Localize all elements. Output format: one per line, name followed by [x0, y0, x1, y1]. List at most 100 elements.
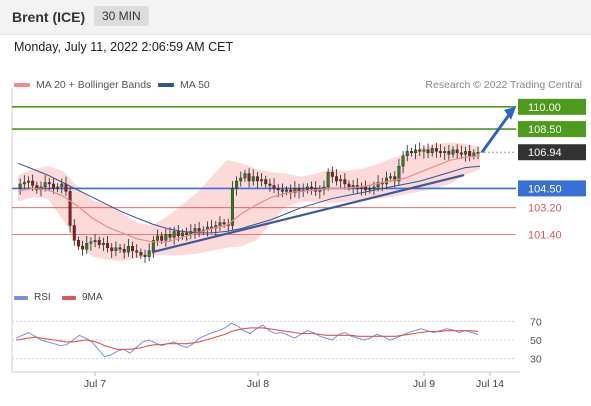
candle-body	[464, 151, 467, 155]
candle-body	[72, 225, 76, 241]
candle-body	[401, 155, 405, 167]
ma50-line	[17, 162, 481, 234]
candle-body	[251, 176, 255, 182]
candle-body	[268, 183, 272, 186]
rsi-tick-30: 30	[530, 354, 542, 366]
candle-body	[89, 241, 93, 244]
candle-body	[151, 240, 155, 251]
candle-body	[235, 180, 239, 189]
candle-body	[106, 243, 110, 248]
candle-body	[459, 152, 463, 155]
candle-body	[476, 152, 480, 154]
level-labels: 110.00 108.50 106.94 104.50 103.20 101.40	[518, 98, 586, 241]
level-label-108-50: 108.50	[528, 124, 562, 136]
trend-overlays	[151, 106, 516, 254]
candle-body	[451, 149, 455, 155]
level-label-101-40: 101.40	[528, 229, 562, 241]
candle-body	[222, 222, 226, 225]
candle-body	[139, 251, 143, 256]
candle-body	[422, 149, 426, 152]
level-label-106-94-bg	[518, 144, 586, 161]
bollinger-bands	[18, 142, 480, 262]
candle-body	[330, 171, 334, 177]
candle-body	[81, 246, 85, 250]
candle-body	[434, 148, 438, 152]
rsi-swatch	[14, 295, 28, 300]
rsi-tick-70: 70	[530, 316, 542, 328]
instrument-title: Brent (ICE)	[12, 9, 86, 25]
candle-body	[409, 151, 413, 154]
x-label-jul-14: Jul 14	[476, 378, 504, 390]
candle-body	[351, 185, 355, 188]
research-credit: Research © 2022 Trading Central	[425, 79, 582, 91]
level-label-104-50: 104.50	[528, 183, 562, 195]
candle-body	[185, 232, 189, 235]
candle-body	[439, 151, 443, 154]
x-axis: Jul 7 Jul 8 Jul 9 Jul 14	[84, 372, 504, 390]
candle-body	[397, 165, 401, 182]
ma9-swatch	[62, 295, 76, 300]
legend-ma9: 9MA	[62, 292, 103, 303]
candle-body	[218, 222, 222, 226]
candle-body	[51, 183, 55, 189]
ma50-swatch	[158, 83, 174, 87]
candle-body	[285, 189, 289, 192]
rsi-panel: 70 50 30	[12, 316, 542, 366]
candle-body	[193, 228, 197, 232]
candle-body	[426, 149, 430, 154]
candle-body	[305, 186, 309, 191]
forecast-arrow-head	[504, 106, 516, 120]
candle-body	[172, 231, 176, 238]
candle-body	[414, 149, 418, 154]
candle-body	[335, 176, 338, 182]
candle-body	[343, 179, 347, 185]
level-label-103-20: 103.20	[528, 203, 562, 215]
candle-body	[56, 186, 60, 189]
x-label-jul-7: Jul 7	[84, 378, 106, 390]
candle-body	[260, 179, 264, 182]
level-label-110-00: 110.00	[528, 102, 561, 114]
candle-body	[276, 188, 280, 191]
price-levels	[11, 88, 520, 373]
candle-body	[405, 151, 409, 156]
candle-body	[197, 228, 201, 232]
candle-body	[85, 243, 89, 250]
candle-body	[264, 179, 268, 185]
candle-body	[255, 176, 259, 182]
candle-body	[280, 189, 284, 192]
candle-body	[310, 186, 313, 189]
candle-body	[447, 151, 451, 155]
candle-body	[47, 182, 51, 185]
candle-body	[393, 176, 397, 182]
ma20-label: MA 20 + Bollinger Bands	[36, 79, 152, 91]
rsi-tick-50: 50	[530, 335, 542, 347]
candle-body	[430, 148, 434, 154]
candle-body	[468, 151, 472, 156]
candle-body	[147, 250, 151, 257]
candle-body	[176, 231, 180, 237]
candle-body	[247, 173, 251, 182]
candle-body	[101, 243, 105, 245]
candle-body	[135, 250, 139, 253]
legend-ma20: MA 20 + Bollinger Bands	[14, 79, 151, 91]
datetime-label: Monday, July 11, 2022 2:06:59 AM CET	[14, 40, 234, 54]
candle-body	[418, 149, 422, 152]
candle-body	[239, 177, 243, 182]
bollinger-band-area	[18, 142, 480, 262]
candle-body	[131, 246, 135, 251]
candle-body	[22, 182, 26, 185]
candle-body	[110, 247, 114, 251]
interval-badge[interactable]: 30 MIN	[94, 6, 149, 26]
forecast-arrow-shaft	[480, 113, 511, 154]
candle-body	[272, 185, 276, 189]
candle-body	[443, 151, 447, 154]
level-label-108-50-bg	[518, 121, 586, 138]
candle-body	[27, 180, 30, 183]
candle-body	[143, 254, 147, 257]
x-label-jul-9: Jul 9	[413, 378, 435, 390]
candle-body	[164, 234, 168, 241]
candle-body	[372, 186, 376, 189]
candle-body	[384, 177, 388, 185]
candle-body	[118, 247, 122, 250]
